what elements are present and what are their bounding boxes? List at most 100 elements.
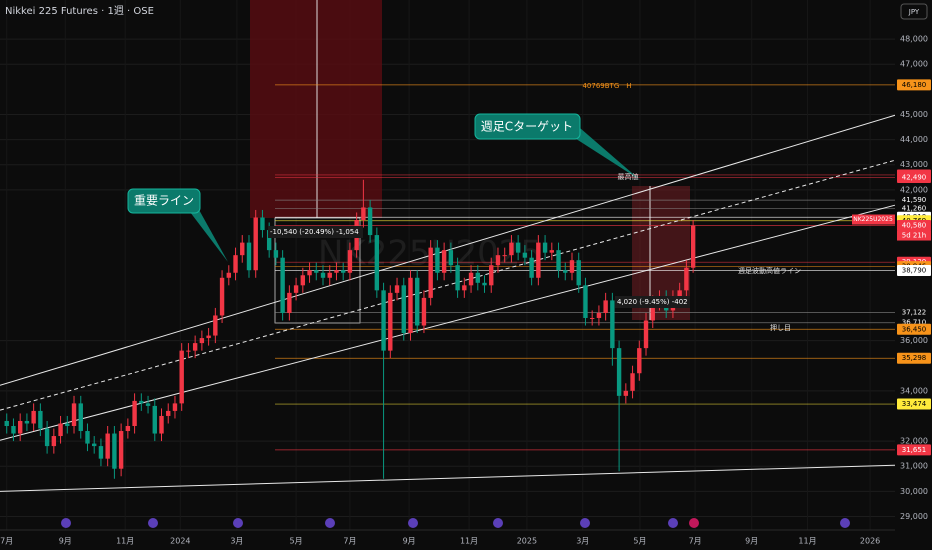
candle-body [38,410,43,429]
x-tick-label: 9月 [745,537,758,546]
price-tag [897,194,931,206]
candle-body [381,290,386,351]
candle-body [112,433,117,469]
y-tick-label: 30,000 [900,487,928,496]
x-tick-label: 3月 [576,537,589,546]
candle-body [347,250,353,273]
candle-body [327,272,332,278]
candle-body [489,265,494,286]
x-tick-label: 5月 [633,537,646,546]
event-icon[interactable] [668,518,678,528]
candle-body [630,373,635,391]
candle-body [172,403,178,411]
price-tag-label: 37,122 [902,308,927,316]
annotations: 重要ライン 週足Cターゲット 40769BTG H 週足波動高値ライン 押し目 … [127,82,801,332]
event-icon[interactable] [408,518,418,528]
event-icon[interactable] [61,518,71,528]
candle-body [569,260,575,273]
candle-body [17,420,23,434]
candle-body [563,270,568,273]
x-tick-label: 7月 [343,537,356,546]
currency[interactable]: JPY [908,8,920,16]
price-tag [897,202,931,214]
event-icon[interactable] [148,518,158,528]
price-tag-label: 41,260 [902,204,927,212]
candle-body [495,255,501,266]
price-tag-label: 41,590 [902,196,927,204]
x-tick-label: 11月 [798,537,816,546]
candle-body [51,436,57,447]
event-icon[interactable] [233,518,243,528]
highlight-zone [250,0,382,218]
event-icon[interactable] [580,518,590,528]
candle-body [394,285,400,293]
measure-box [268,226,363,238]
y-tick-label: 32,000 [900,437,928,446]
event-icon[interactable] [325,518,335,528]
candle-body [98,446,104,459]
candle-body [105,433,110,459]
price-tag [897,79,931,91]
candle-body [509,242,514,256]
candle-body [374,235,380,291]
x-tick-label: 2026 [860,537,880,546]
candle-body [314,270,319,273]
candle-body [684,267,689,291]
candle-body [24,420,30,424]
callout [127,188,201,214]
symbol-tag-label: NK225U2025 [853,216,893,223]
callout [474,113,581,140]
candle-body [340,270,346,273]
candle-body [361,207,366,220]
price-tag [897,306,931,318]
candle-body [408,277,413,334]
currency-button[interactable] [900,3,928,20]
price-tag-label: 36,450 [902,325,927,333]
candle-body [206,335,211,339]
x-tick-label: 11月 [460,537,478,546]
event-icon[interactable] [689,518,699,528]
candle-body [542,242,548,253]
y-tick-label: 45,000 [900,110,928,119]
event-icon[interactable] [840,518,850,528]
candle-body [502,255,507,257]
price-tag-label: 46,180 [902,81,927,89]
candle-body [690,225,696,268]
candle-body [253,217,258,271]
candle-body [139,400,144,404]
level-note: 40769BTG H [582,82,631,90]
candle-body [179,350,184,404]
price-tag-label: 31,651 [902,446,927,454]
symbol-tag [852,214,895,225]
candle-body [300,275,306,286]
x-tick-label: 2025 [517,537,537,546]
trend-line [0,114,896,386]
x-tick-label: 3月 [230,537,243,546]
candle-body [334,270,339,273]
event-icons [61,518,850,528]
candle-body [468,272,474,286]
price-tag-label: 38,790 [902,266,927,274]
candle-body [92,443,97,447]
candle-body [78,403,83,432]
candle-body [616,348,622,396]
price-tag [897,264,931,276]
candle-body [4,420,9,426]
level-note: 最高値 [618,172,639,181]
level-note: 週足波動高値ライン [738,266,801,275]
event-icon[interactable] [493,518,503,528]
candle-body [166,410,171,416]
candle-body [44,428,50,447]
candle-body [596,312,602,318]
candle-body [273,250,279,258]
candle-body [475,272,480,283]
price-tag [897,220,931,232]
y-tick-label: 31,000 [900,462,928,471]
candle-body [455,265,460,291]
candle-body [186,350,191,352]
candle-body [240,242,245,256]
price-tag [897,352,931,364]
x-tick-label: 2024 [170,537,190,546]
x-tick-label: 7月 [689,537,702,546]
level-note: 押し目 [770,323,791,332]
